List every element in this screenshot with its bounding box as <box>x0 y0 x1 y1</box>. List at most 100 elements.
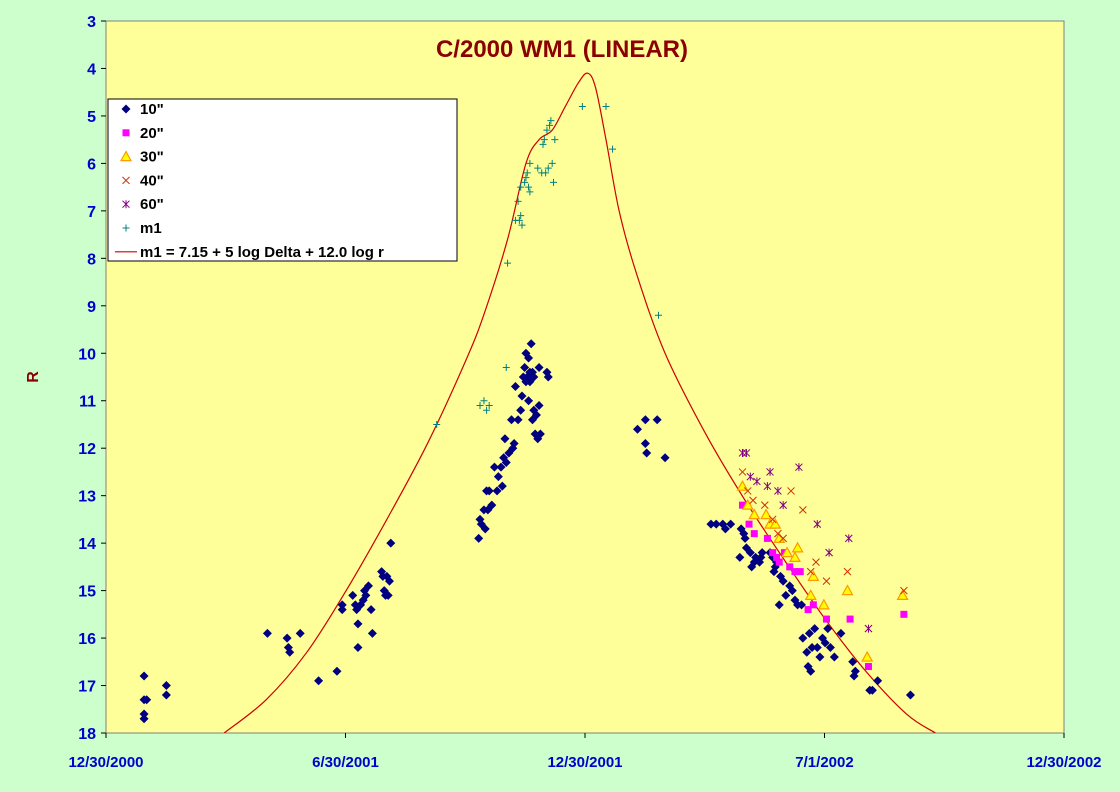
data-point <box>534 363 544 373</box>
data-point <box>367 628 377 638</box>
data-point <box>775 558 783 566</box>
data-point <box>524 396 534 406</box>
legend-marker-4 <box>122 200 130 209</box>
data-point <box>523 169 531 177</box>
y-tick-label: 11 <box>79 394 96 411</box>
data-point <box>753 477 761 486</box>
data-point <box>485 401 493 409</box>
data-point <box>738 448 747 457</box>
data-point <box>781 590 791 600</box>
data-point <box>787 487 795 495</box>
data-point <box>524 353 534 363</box>
data-point <box>757 548 767 558</box>
data-point <box>822 615 830 623</box>
data-point <box>632 424 642 434</box>
data-point <box>750 530 758 538</box>
data-point <box>786 563 794 571</box>
data-point <box>740 533 750 543</box>
data-point <box>820 638 830 648</box>
data-point <box>551 136 559 144</box>
data-point <box>139 709 149 719</box>
data-point <box>787 586 797 596</box>
legend-marker-2 <box>119 150 133 162</box>
legend-label: m1 <box>140 220 162 237</box>
data-point <box>510 381 520 391</box>
legend-marker-0 <box>121 104 131 114</box>
data-point <box>841 584 854 596</box>
data-point <box>513 415 523 425</box>
y-axis-label: R <box>25 371 42 383</box>
data-point <box>779 534 788 543</box>
data-point <box>547 117 555 125</box>
axes: 3 4 5 6 7 8 9 10 11 12 13 14 15 16 17 18 12/30/2000 6/30/… <box>68 14 1101 771</box>
data-point <box>760 508 773 520</box>
data-point <box>746 472 755 481</box>
legend: 10" 20" 30" 40" 60" m1 m1 = 7.15 + 5 log Delta… <box>107 98 458 262</box>
legend-marker-3 <box>122 176 130 185</box>
data-point <box>798 506 807 514</box>
y-tick-label: 3 <box>87 14 96 31</box>
data-point <box>812 558 820 566</box>
y-tick-label: 12 <box>78 441 96 458</box>
data-point <box>517 391 527 401</box>
data-point <box>520 363 530 373</box>
data-point <box>743 487 752 495</box>
data-point <box>526 339 536 349</box>
data-point <box>543 372 553 382</box>
data-point <box>749 496 757 505</box>
data-point <box>905 690 915 700</box>
data-point <box>492 486 502 496</box>
data-point <box>542 169 550 177</box>
y-tick-label: 7 <box>87 204 96 221</box>
x-tick-label: 12/30/2000 <box>68 754 143 771</box>
data-point <box>516 405 526 415</box>
data-point <box>500 434 510 444</box>
data-point <box>802 647 812 657</box>
data-point <box>806 666 816 676</box>
data-point <box>654 311 662 319</box>
y-tick-label: 17 <box>78 679 96 696</box>
data-point <box>497 481 507 491</box>
data-point <box>502 364 510 372</box>
data-point <box>484 486 494 496</box>
data-point <box>778 576 788 586</box>
data-point <box>161 690 171 700</box>
data-point <box>900 586 908 595</box>
data-point <box>514 197 522 205</box>
data-point <box>526 188 534 196</box>
data-point <box>548 159 556 167</box>
data-point <box>578 102 586 110</box>
data-point <box>769 549 777 557</box>
legend-label: 10" <box>140 101 164 118</box>
series-10-points <box>139 339 915 724</box>
data-point <box>804 628 814 638</box>
data-point <box>531 410 541 420</box>
y-tick-label: 13 <box>78 489 96 506</box>
data-point <box>809 601 817 609</box>
data-point <box>361 590 371 600</box>
data-point <box>640 415 650 425</box>
data-point <box>337 600 347 610</box>
data-point <box>850 666 860 676</box>
data-point <box>798 633 808 643</box>
data-point <box>738 501 746 509</box>
data-point <box>807 643 817 653</box>
data-point <box>896 589 909 600</box>
data-point <box>711 519 721 529</box>
series-20-points <box>738 501 908 671</box>
data-point <box>796 568 804 576</box>
data-point <box>825 643 835 653</box>
data-point <box>433 420 441 428</box>
data-point <box>480 524 490 534</box>
data-point <box>843 567 852 576</box>
y-tick-label: 18 <box>78 726 96 743</box>
data-point <box>529 372 539 382</box>
data-point <box>861 650 874 662</box>
data-point <box>773 553 781 561</box>
y-tick-label: 4 <box>87 61 96 78</box>
data-point <box>262 628 272 638</box>
data-point <box>726 519 736 529</box>
data-point <box>823 624 833 634</box>
data-point <box>900 610 908 618</box>
